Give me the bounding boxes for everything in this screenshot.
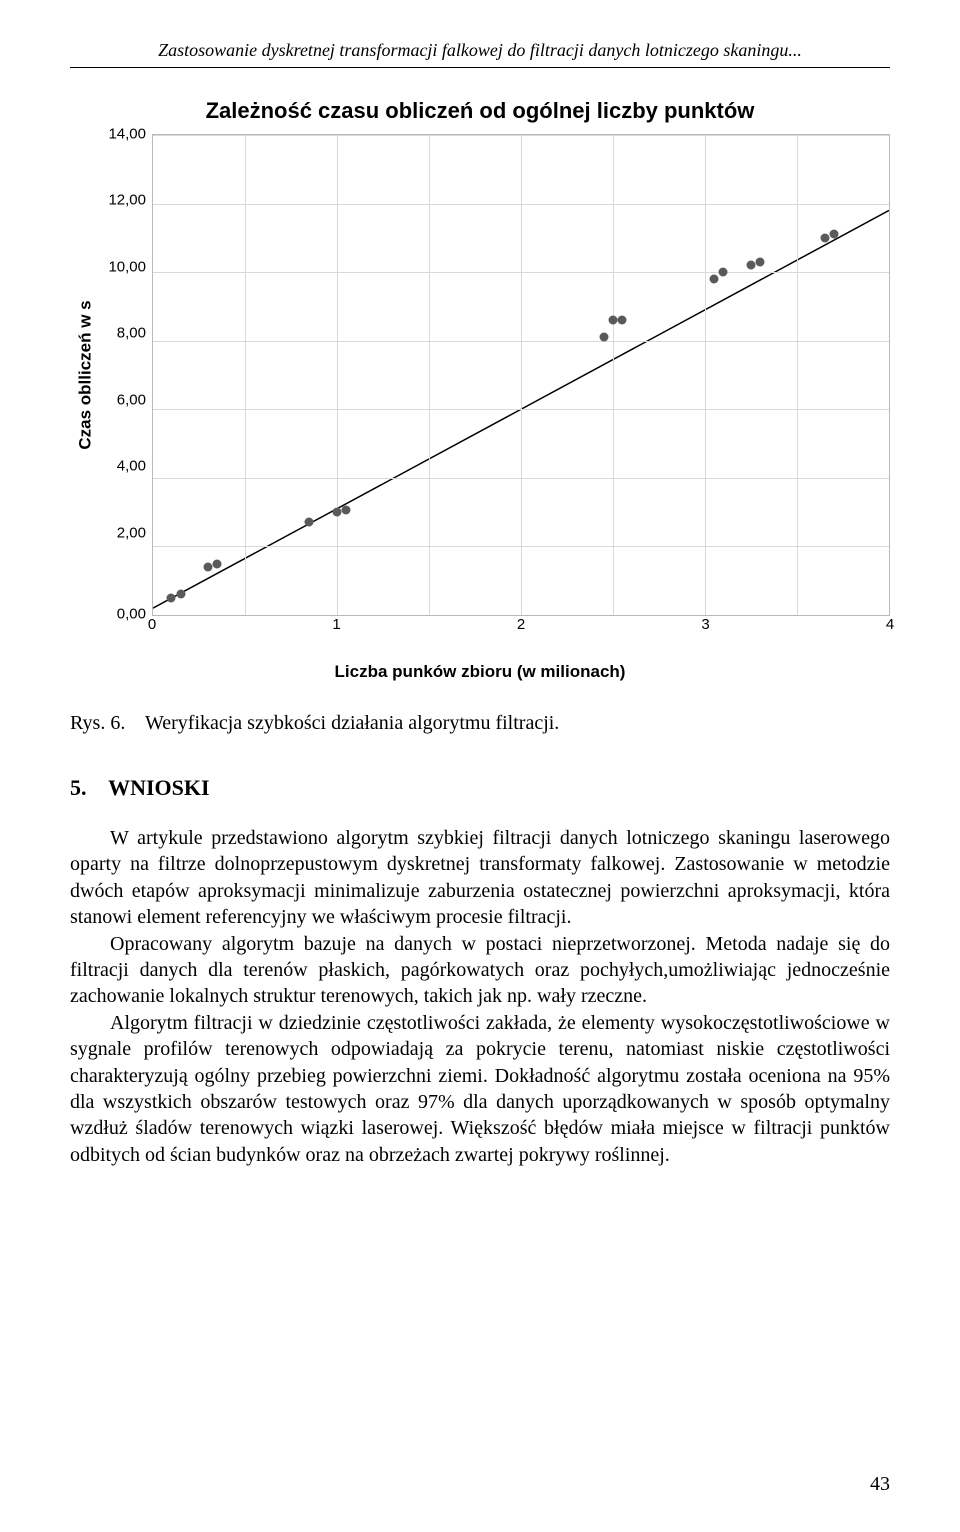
data-point <box>167 593 176 602</box>
x-axis-label: Liczba punków zbioru (w milionach) <box>70 662 890 682</box>
data-point <box>719 268 728 277</box>
paragraph: Algorytm filtracji w dziedzinie częstotl… <box>70 1010 890 1168</box>
y-tick: 4,00 <box>102 459 146 474</box>
x-tick: 4 <box>886 616 894 633</box>
x-tick-labels: 01234 <box>152 616 890 638</box>
caption-text: Weryfikacja szybkości działania algorytm… <box>145 712 559 734</box>
grid-line <box>245 135 246 615</box>
data-point <box>305 518 314 527</box>
section-body: W artykule przedstawiono algorytm szybki… <box>70 825 890 1168</box>
y-tick: 6,00 <box>102 392 146 407</box>
grid-line <box>613 135 614 615</box>
y-tick-labels: 14,0012,0010,008,006,004,002,000,00 <box>102 134 152 614</box>
x-tick: 2 <box>517 616 525 633</box>
figure-caption: Rys. 6. Weryfikacja szybkości działania … <box>70 712 890 735</box>
paragraph: Opracowany algorytm bazuje na danych w p… <box>70 931 890 1010</box>
grid-line <box>797 135 798 615</box>
section-number: 5. <box>70 775 87 800</box>
grid-line <box>521 135 522 615</box>
data-point <box>609 316 618 325</box>
data-point <box>599 333 608 342</box>
data-point <box>756 257 765 266</box>
section-title: WNIOSKI <box>108 775 209 800</box>
y-tick: 10,00 <box>102 259 146 274</box>
data-point <box>820 233 829 242</box>
x-tick: 1 <box>332 616 340 633</box>
data-point <box>333 508 342 517</box>
chart-title: Zależność czasu obliczeń od ogólnej licz… <box>70 98 890 124</box>
y-tick: 14,00 <box>102 127 146 142</box>
grid-line <box>337 135 338 615</box>
caption-label: Rys. 6. <box>70 712 125 734</box>
figure-6: Zależność czasu obliczeń od ogólnej licz… <box>70 98 890 735</box>
grid-line <box>429 135 430 615</box>
chart-container: Zależność czasu obliczeń od ogólnej licz… <box>70 98 890 682</box>
y-tick: 8,00 <box>102 326 146 341</box>
x-tick: 3 <box>701 616 709 633</box>
data-point <box>710 275 719 284</box>
running-header: Zastosowanie dyskretnej transformacji fa… <box>70 40 890 68</box>
grid-line <box>705 135 706 615</box>
section-heading: 5. WNIOSKI <box>70 775 890 801</box>
y-tick: 12,00 <box>102 193 146 208</box>
data-point <box>618 316 627 325</box>
paragraph: W artykule przedstawiono algorytm szybki… <box>70 825 890 931</box>
page: Zastosowanie dyskretnej transformacji fa… <box>0 0 960 1532</box>
data-point <box>213 559 222 568</box>
y-tick: 0,00 <box>102 606 146 621</box>
data-point <box>829 230 838 239</box>
data-point <box>342 506 351 515</box>
y-tick: 2,00 <box>102 525 146 540</box>
y-axis-label: Czas oblliczeń w s <box>76 300 96 449</box>
data-point <box>176 590 185 599</box>
data-point <box>747 261 756 270</box>
plot-area <box>152 134 890 616</box>
plot-row: Czas oblliczeń w s 14,0012,0010,008,006,… <box>70 134 890 616</box>
x-tick: 0 <box>148 616 156 633</box>
y-axis-label-col: Czas oblliczeń w s <box>70 134 102 616</box>
data-point <box>204 563 213 572</box>
page-number: 43 <box>870 1473 890 1496</box>
